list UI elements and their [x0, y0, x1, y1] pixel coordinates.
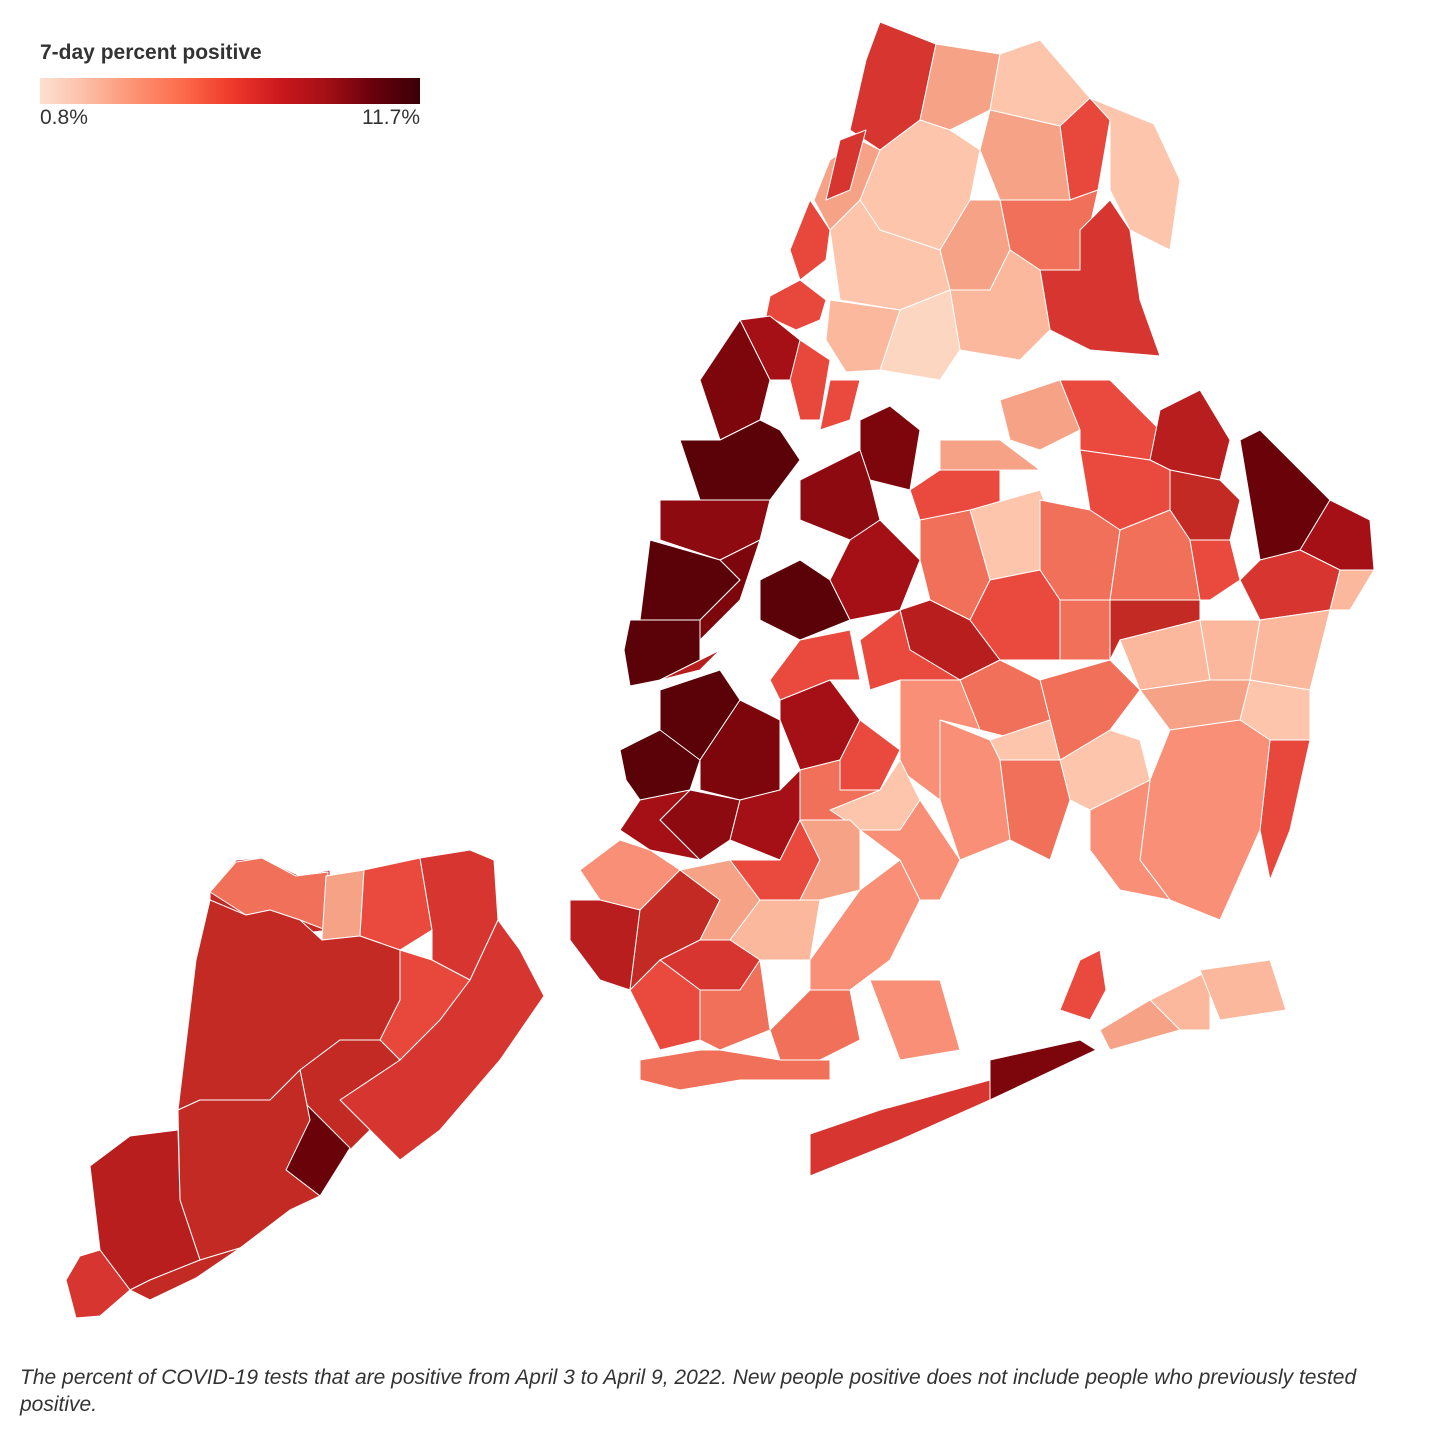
choropleth-map [65, 21, 1375, 1319]
zip-region[interactable] [809, 1079, 991, 1177]
zip-region[interactable] [859, 609, 961, 691]
zip-region[interactable] [1089, 97, 1181, 251]
zip-region[interactable] [1189, 539, 1241, 601]
zip-region[interactable] [969, 569, 1061, 661]
legend: 7-day percent positive 0.8% 11.7% [40, 40, 420, 132]
zip-region[interactable] [859, 799, 961, 901]
zip-region[interactable] [799, 819, 861, 901]
zip-region[interactable] [765, 279, 827, 331]
zip-region[interactable] [919, 43, 1001, 131]
zip-region[interactable] [321, 869, 365, 941]
zip-region[interactable] [339, 919, 545, 1161]
zip-region[interactable] [939, 439, 1041, 471]
zip-region[interactable] [1139, 679, 1251, 731]
zip-region[interactable] [1099, 999, 1181, 1051]
zip-region[interactable] [949, 249, 1051, 361]
zip-region[interactable] [789, 199, 831, 281]
zip-region[interactable] [999, 759, 1071, 861]
staten-island [65, 849, 545, 1319]
zip-region[interactable] [623, 619, 701, 687]
legend-max-label: 11.7% [362, 106, 420, 129]
zip-region[interactable] [769, 629, 861, 701]
zip-region[interactable] [569, 899, 641, 991]
zip-region[interactable] [699, 319, 771, 441]
zip-region[interactable] [129, 1247, 241, 1301]
zip-region[interactable] [789, 339, 831, 421]
zip-region[interactable] [1059, 949, 1107, 1021]
zip-region[interactable] [619, 789, 701, 861]
zip-region[interactable] [769, 989, 861, 1061]
legend-color-ramp [40, 78, 420, 104]
brooklyn [569, 629, 961, 1091]
zip-region[interactable] [659, 649, 721, 681]
zip-region[interactable] [359, 857, 433, 951]
legend-labels: 0.8% 11.7% [40, 106, 420, 132]
manhattan [623, 279, 831, 687]
zip-region[interactable] [639, 1049, 831, 1091]
zip-region[interactable] [1249, 609, 1331, 691]
zip-region[interactable] [679, 419, 801, 501]
map-caption: The percent of COVID-19 tests that are p… [20, 1366, 1357, 1416]
rockaway [809, 949, 1287, 1177]
zip-region[interactable] [1059, 599, 1111, 661]
zip-region[interactable] [825, 129, 867, 201]
zip-region[interactable] [829, 199, 951, 311]
zip-region[interactable] [825, 299, 901, 373]
legend-min-label: 0.8% [40, 106, 88, 129]
zip-region[interactable] [819, 379, 861, 431]
bronx [789, 21, 1181, 381]
zip-region[interactable] [989, 1039, 1097, 1101]
legend-title: 7-day percent positive [40, 41, 262, 64]
queens [759, 379, 1375, 921]
zip-region[interactable] [1039, 199, 1161, 357]
zip-region[interactable] [1329, 569, 1375, 611]
zip-region[interactable] [999, 379, 1081, 451]
zip-region[interactable] [1199, 959, 1287, 1021]
zip-region[interactable] [869, 979, 961, 1061]
